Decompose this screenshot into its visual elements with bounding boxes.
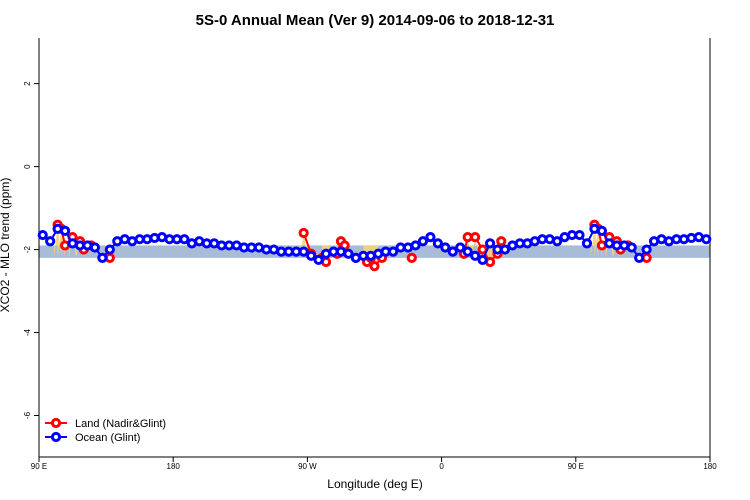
ocean-series-point: [89, 242, 101, 253]
ocean-series-point: [97, 252, 108, 263]
ocean-series-point: [581, 238, 593, 249]
land-series-point: [369, 261, 380, 272]
ocean-series-point: [343, 248, 354, 259]
ocean-series-point: [574, 229, 585, 241]
y-tick-label: -2: [23, 245, 32, 253]
ocean-series-point: [313, 254, 324, 266]
deviation-fill: [299, 232, 308, 258]
ocean-series-point: [499, 244, 511, 255]
ocean-series-point: [306, 250, 317, 261]
legend-swatch-marker: [50, 417, 62, 429]
ocean-series-point: [484, 238, 496, 249]
ocean-series-point: [388, 246, 399, 257]
ocean-series-point: [298, 246, 309, 257]
ocean-series-point: [634, 252, 645, 263]
legend-label: Ocean (Glint): [75, 432, 140, 444]
ocean-series-point: [455, 242, 466, 253]
ocean-series-point: [447, 246, 458, 257]
ocean-series-point: [641, 244, 652, 255]
ocean-series-point: [425, 232, 436, 243]
ocean-series-point: [596, 225, 607, 237]
x-tick-label: 180: [703, 462, 717, 471]
legend-swatch-marker: [50, 431, 62, 443]
ocean-series-point: [440, 242, 451, 253]
deviation-fill: [53, 224, 62, 258]
deviation-fill: [590, 224, 599, 258]
ocean-series-point: [59, 225, 71, 237]
x-tick-label: 90 W: [298, 462, 317, 471]
x-tick-label: 90 E: [568, 462, 584, 471]
land-series-point: [496, 236, 507, 247]
land-series-point: [298, 227, 309, 239]
x-axis-label: Longitude (deg E): [327, 477, 422, 491]
ocean-series-point: [552, 236, 563, 247]
y-tick-label: 0: [23, 164, 32, 169]
land-series-point: [406, 252, 417, 263]
y-tick-label: 2: [23, 81, 32, 86]
ocean-series-point: [701, 234, 712, 245]
plot-area: 90 E 180 90 W 0 90 E 180 2 0 -2 -4 -6 Land (Nadir&G…: [23, 38, 717, 471]
ocean-series-point: [462, 246, 473, 257]
chart-title: 5S-0 Annual Mean (Ver 9) 2014-09-06 to 2…: [196, 12, 555, 29]
y-tick-label: -6: [23, 411, 32, 419]
ocean-series-point: [470, 250, 481, 261]
legend-label: Land (Nadir&Glint): [75, 418, 166, 430]
ocean-series-point: [410, 240, 421, 251]
ocean-series-point: [477, 254, 488, 266]
x-tick-label: 180: [167, 462, 181, 471]
y-axis-label: XCO2 - MLO trend (ppm): [0, 178, 12, 313]
x-tick-label: 0: [439, 462, 444, 471]
ocean-series-point: [417, 236, 429, 247]
x-tick-label: 90 E: [31, 462, 47, 471]
ocean-series-point: [45, 236, 56, 247]
land-series-point: [470, 232, 481, 243]
ocean-series-point: [104, 244, 115, 255]
y-tick-label: -4: [23, 328, 32, 336]
legend: Land (Nadir&Glint) Ocean (Glint): [45, 417, 166, 444]
ocean-series-point: [179, 234, 190, 245]
ocean-series-point: [432, 238, 443, 249]
ocean-series-point: [626, 242, 637, 253]
ocean-series-point: [37, 229, 48, 241]
